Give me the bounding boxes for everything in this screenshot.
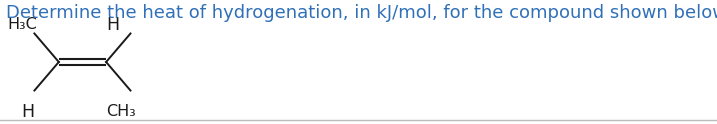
Text: H: H — [22, 103, 34, 121]
Text: H₃C: H₃C — [7, 17, 37, 32]
Text: CH₃: CH₃ — [106, 104, 136, 119]
Text: H: H — [106, 16, 119, 34]
Text: Determine the heat of hydrogenation, in kJ/mol, for the compound shown below. H: Determine the heat of hydrogenation, in … — [6, 4, 717, 22]
